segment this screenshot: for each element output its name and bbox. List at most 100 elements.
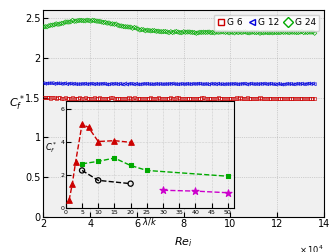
Point [110,22,115,26]
Point [230,30,235,34]
Point [155,82,161,86]
Point [287,82,292,86]
Point [161,82,166,86]
Point [132,82,137,86]
Point [181,96,186,100]
Point [70,96,75,100]
Point [250,82,256,86]
Point [114,96,119,100]
Point [274,96,279,100]
Point [223,97,228,101]
Point [235,82,241,86]
Point [248,97,254,101]
Point [152,29,157,33]
Point [141,82,146,86]
Point [294,96,299,100]
Point [157,96,163,100]
Point [288,82,294,86]
Point [210,82,215,86]
Point [119,24,124,28]
Point [82,82,88,86]
Point [106,82,112,86]
Point [197,30,203,34]
Point [283,96,288,100]
Point [267,96,272,100]
Point [210,96,215,100]
Point [190,82,195,86]
Point [299,30,305,34]
Point [126,96,132,100]
Point [165,96,170,100]
Point [68,82,73,86]
Point [97,82,103,86]
Point [88,19,94,23]
Point [254,96,259,100]
Point [195,82,201,86]
Point [95,19,101,23]
Point [135,27,141,31]
Point [77,18,82,22]
Point [252,96,257,100]
Point [139,27,144,32]
Point [75,97,81,101]
Point [52,96,57,100]
Point [117,82,123,86]
Point [248,82,254,86]
Point [261,97,266,101]
Point [217,82,223,86]
Point [92,96,97,100]
Point [166,82,172,86]
Point [201,30,206,34]
Point [70,18,75,22]
Point [174,82,179,86]
Point [132,25,137,29]
Point [126,25,132,29]
Point [42,25,48,29]
Point [208,96,213,100]
Point [170,96,175,100]
Point [267,82,272,86]
Point [81,82,86,86]
Point [44,96,50,100]
Point [57,96,62,100]
Point [168,96,173,100]
Point [276,30,281,35]
Point [61,21,66,25]
Text: $\times\,10^4$: $\times\,10^4$ [300,244,324,252]
Point [55,22,61,26]
Point [150,82,155,86]
Point [115,23,121,27]
Point [239,97,244,101]
Point [73,96,79,100]
Point [268,96,274,100]
Point [297,96,303,100]
Point [73,19,79,23]
Point [272,82,277,86]
Point [85,82,90,86]
Point [307,96,312,100]
Point [99,82,104,86]
Point [148,29,154,33]
Point [217,30,223,34]
Point [219,82,224,86]
Point [132,96,137,100]
Point [146,82,152,86]
Point [281,97,286,101]
Point [66,20,71,24]
Point [234,96,239,100]
Point [303,30,308,34]
Point [272,30,277,34]
Point [155,96,161,100]
Point [206,82,212,86]
Point [86,97,92,101]
Point [263,82,268,86]
Point [106,21,112,25]
Point [214,96,219,100]
Point [95,82,101,86]
Point [232,82,237,86]
Point [86,82,92,86]
Point [312,31,317,35]
Point [283,82,288,86]
Point [270,96,276,100]
Point [307,82,312,86]
